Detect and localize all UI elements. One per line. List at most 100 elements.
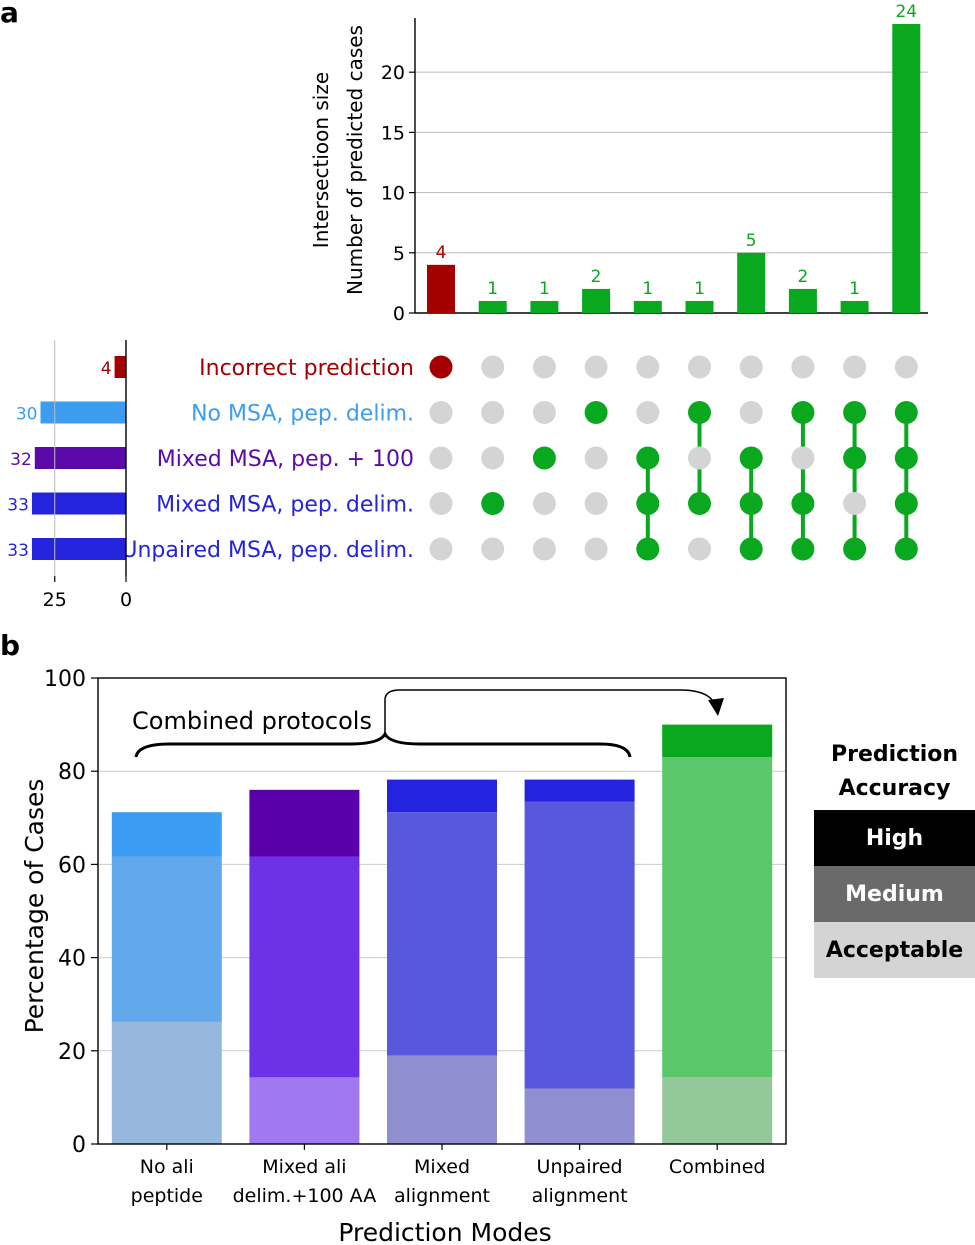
set-size-tick-label: 0 bbox=[120, 589, 132, 611]
bar-segment-medium bbox=[111, 856, 222, 1022]
intersection-bar bbox=[892, 24, 921, 313]
set-size-tick-label: 25 bbox=[43, 589, 67, 611]
set-label: Incorrect prediction bbox=[199, 356, 414, 381]
plot-frame bbox=[97, 677, 787, 1145]
membership-dot-inactive bbox=[688, 446, 711, 470]
intersection-value-label: 1 bbox=[849, 279, 860, 299]
y-tick-label: 15 bbox=[381, 122, 405, 144]
membership-dot-active bbox=[739, 446, 763, 470]
membership-dot-inactive bbox=[688, 355, 711, 379]
bar-segment-acceptable bbox=[111, 1021, 222, 1144]
set-label: Mixed MSA, pep. delim. bbox=[156, 493, 414, 518]
membership-dot-inactive bbox=[636, 401, 660, 424]
membership-dot-inactive bbox=[429, 492, 453, 515]
membership-dot-active bbox=[584, 401, 608, 424]
set-label: Unpaired MSA, pep. delim. bbox=[121, 538, 414, 563]
legend-item-high: High bbox=[814, 810, 975, 866]
membership-dot-active bbox=[636, 537, 660, 561]
membership-dot-inactive bbox=[481, 537, 505, 561]
membership-dot-active bbox=[843, 401, 867, 424]
membership-dot-active bbox=[791, 401, 815, 424]
intersection-value-label: 1 bbox=[539, 279, 550, 299]
bar-segment-high bbox=[111, 812, 222, 857]
set-label: No MSA, pep. delim. bbox=[191, 402, 414, 427]
membership-dot-active bbox=[791, 537, 815, 561]
set-size-label: 33 bbox=[7, 496, 29, 516]
x-axis-label: Prediction Modes bbox=[338, 1218, 551, 1245]
intersection-value-label: 2 bbox=[591, 267, 602, 287]
x-tick-label: No ali bbox=[140, 1156, 194, 1178]
y-tick-label: 100 bbox=[44, 667, 86, 692]
annotation-label: Combined protocols bbox=[132, 707, 372, 735]
intersection-value-label: 24 bbox=[895, 2, 917, 22]
membership-dot-inactive bbox=[584, 446, 608, 470]
set-size-label: 33 bbox=[7, 541, 29, 561]
annotation-arrowhead bbox=[708, 698, 724, 716]
intersection-bar bbox=[478, 300, 507, 313]
bar-segment-high bbox=[387, 779, 497, 813]
stacked-bar-chart: 0 20 40 60 80 100 No ali peptide Mixed ali delim.… bbox=[20, 667, 787, 1245]
bar-segment-acceptable bbox=[524, 1088, 635, 1144]
legend-item-medium: Medium bbox=[814, 866, 975, 922]
intersection-bar bbox=[582, 288, 611, 313]
bar-segment-medium bbox=[662, 757, 773, 1078]
bar-segment-acceptable bbox=[662, 1077, 773, 1144]
x-tick-label: Unpaired bbox=[537, 1156, 623, 1178]
x-tick-label: alignment bbox=[394, 1185, 490, 1207]
intersection-value-label: 5 bbox=[746, 231, 757, 251]
set-size-bar bbox=[34, 447, 126, 469]
intersection-bar bbox=[427, 264, 455, 313]
membership-dot-active bbox=[636, 492, 660, 515]
intersection-bar bbox=[788, 288, 817, 313]
intersection-bar bbox=[633, 300, 662, 313]
bar-segment-acceptable bbox=[387, 1055, 497, 1144]
membership-dot-inactive bbox=[532, 537, 556, 561]
membership-dot-inactive bbox=[481, 446, 505, 470]
intersection-bar bbox=[685, 300, 714, 313]
membership-dot-inactive bbox=[532, 401, 556, 424]
bar-segment-high bbox=[524, 779, 635, 802]
intersection-value-label: 1 bbox=[487, 279, 498, 299]
membership-dot-inactive bbox=[739, 355, 763, 379]
membership-dot-inactive bbox=[636, 355, 660, 379]
set-size-bar bbox=[31, 538, 127, 560]
intersection-bar bbox=[530, 300, 559, 313]
set-size-label: 30 bbox=[16, 405, 38, 425]
membership-dot-active bbox=[894, 537, 918, 561]
set-size-bar bbox=[31, 492, 127, 515]
membership-dot-inactive bbox=[481, 355, 505, 379]
membership-dot-active bbox=[894, 446, 918, 470]
membership-dot-inactive bbox=[688, 537, 711, 561]
membership-dot-active bbox=[532, 446, 556, 470]
set-size-label: 32 bbox=[10, 450, 32, 470]
y-tick-label: 40 bbox=[58, 947, 86, 972]
membership-dot-active bbox=[894, 401, 918, 424]
y-axis-label: Intersectioon size bbox=[309, 72, 333, 248]
membership-dot-inactive bbox=[584, 492, 608, 515]
membership-dot-inactive bbox=[429, 537, 453, 561]
x-tick-label: Mixed ali bbox=[262, 1156, 346, 1178]
intersection-value-label: 2 bbox=[797, 267, 808, 287]
annotation-brace bbox=[134, 730, 632, 758]
y-tick-label: 10 bbox=[381, 183, 405, 205]
membership-dot-inactive bbox=[791, 446, 815, 470]
x-tick-label: delim.+100 AA bbox=[233, 1185, 377, 1207]
x-tick-label: Combined bbox=[669, 1156, 766, 1178]
y-tick-label: 60 bbox=[58, 853, 86, 878]
y-tick-label: 0 bbox=[393, 303, 405, 325]
intersection-value-label: 1 bbox=[642, 279, 653, 299]
legend-title: Prediction Accuracy bbox=[830, 742, 959, 801]
bar-segment-high bbox=[662, 724, 773, 758]
y-axis-label: Number of predicted cases bbox=[343, 25, 367, 295]
membership-dot-active bbox=[739, 537, 763, 561]
membership-dot-inactive bbox=[429, 446, 453, 470]
membership-dot-inactive bbox=[584, 537, 608, 561]
membership-dot-inactive bbox=[791, 355, 815, 379]
membership-dot-active bbox=[843, 537, 867, 561]
membership-dot-inactive bbox=[739, 401, 763, 424]
y-axis-label: Percentage of Cases bbox=[20, 779, 49, 1034]
membership-dot-active bbox=[894, 492, 918, 515]
x-tick-label: peptide bbox=[131, 1185, 203, 1207]
